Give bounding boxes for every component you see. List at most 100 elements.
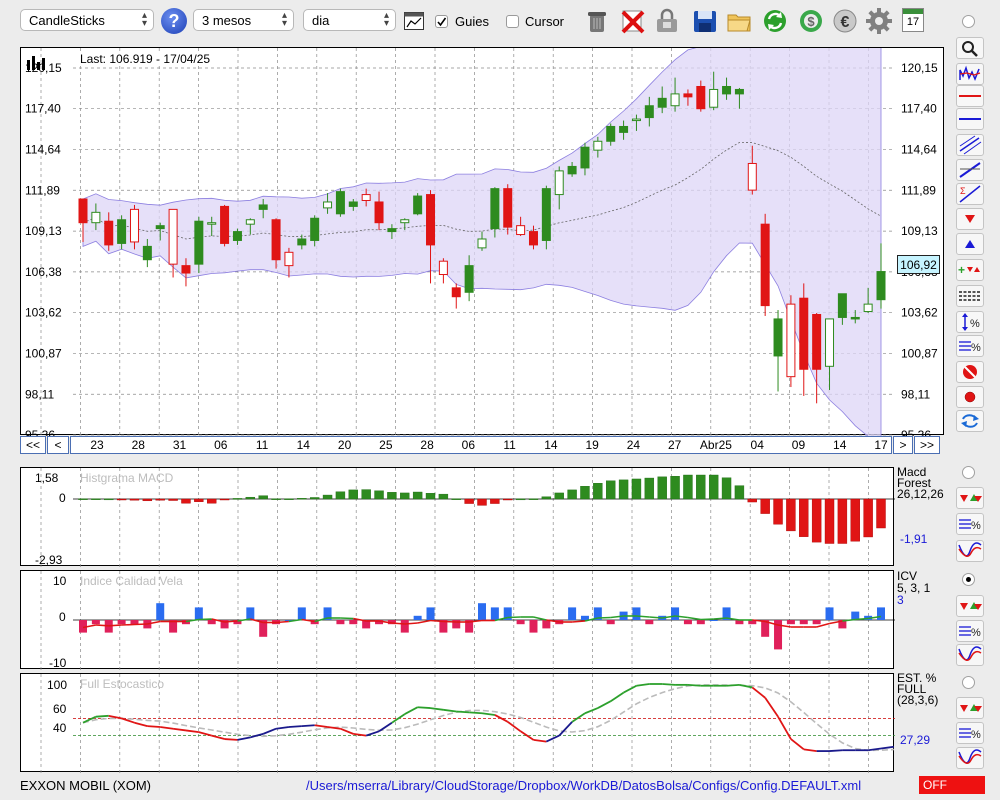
nav-last-button[interactable]: >> — [914, 436, 940, 454]
delete-icon[interactable] — [620, 7, 646, 35]
macd-bar — [567, 489, 577, 500]
levels-percent-icon[interactable]: % — [956, 513, 984, 535]
candle — [142, 238, 152, 268]
panel-radio-stochastic[interactable] — [962, 676, 975, 689]
icv-bar — [761, 620, 770, 637]
icv-chart — [40, 571, 895, 670]
levels-percent-icon[interactable]: % — [956, 722, 984, 744]
icv-bar — [683, 620, 692, 625]
move-up-down-icon[interactable] — [956, 697, 984, 719]
record-icon[interactable] — [956, 386, 984, 408]
icv-bar — [568, 607, 577, 620]
macd-name-line: 26,12,26 — [897, 487, 944, 501]
y-axis-label-left: 111,89 — [25, 183, 60, 197]
panel-radio-macd[interactable] — [962, 466, 975, 479]
cursor-checkbox[interactable] — [506, 15, 519, 28]
refresh-icon[interactable] — [762, 7, 788, 35]
percent-lines-icon[interactable]: % — [956, 335, 984, 357]
gear-icon[interactable] — [866, 7, 892, 35]
candle — [734, 87, 744, 109]
stoch-k-line — [456, 710, 470, 714]
chart-type-select[interactable]: CandleSticks ▴ ▾ — [20, 9, 154, 31]
folder-icon[interactable] — [726, 7, 752, 35]
trendline-icon[interactable] — [956, 159, 984, 181]
stoch-k-line — [134, 721, 148, 728]
price-chart-panel[interactable]: 120,15120,15117,40117,40114,64114,64111,… — [20, 47, 944, 436]
arrow-down-icon[interactable] — [956, 208, 984, 230]
stoch-k-line — [172, 727, 187, 732]
icv-bar — [619, 611, 628, 620]
config-path[interactable]: /Users/mserra/Library/CloudStorage/Dropb… — [306, 778, 862, 793]
stoch-k-line — [365, 730, 380, 737]
stoch-k-line — [790, 738, 805, 751]
dollar-refresh-icon[interactable]: $ — [798, 7, 824, 35]
calendar-icon[interactable]: 17 — [902, 8, 924, 32]
macd-panel[interactable]: Histgrama MACD 1,58 0 -2,93 — [20, 467, 895, 567]
icv-signal-line — [610, 615, 624, 619]
icv-bar — [774, 620, 783, 650]
icv-signal-line — [572, 620, 586, 623]
icv-bar — [297, 607, 306, 620]
macd-bar — [361, 489, 371, 500]
icv-bar — [91, 620, 100, 625]
hline-blue-icon[interactable] — [956, 108, 984, 130]
macd-bar — [657, 476, 667, 500]
swap-icon[interactable] — [956, 410, 984, 432]
oscillator-icon[interactable] — [956, 540, 984, 562]
stochastic-panel[interactable]: Full Estocastico 100 60 40 — [20, 673, 895, 773]
nav-next-button[interactable]: > — [893, 436, 913, 454]
nav-prev-button[interactable]: < — [47, 436, 69, 454]
icv-bar — [439, 620, 448, 633]
grid-icon[interactable] — [956, 285, 984, 307]
panel-radio-main[interactable] — [962, 15, 975, 28]
hline-red-icon[interactable] — [956, 85, 984, 107]
icv-panel[interactable]: Indice Calidad Vela 10 0 -10 — [20, 570, 895, 670]
y-axis-label-left: 100,87 — [25, 346, 62, 360]
euro-icon[interactable]: € — [832, 7, 858, 35]
chart-settings-icon[interactable] — [404, 12, 424, 30]
buy-sell-icon[interactable]: + — [956, 259, 984, 281]
fibonacci-icon[interactable]: Σ — [956, 183, 984, 205]
nav-first-button[interactable]: << — [20, 436, 46, 454]
macd-bar — [593, 483, 603, 500]
mode-indicator[interactable]: OFF — [919, 776, 985, 794]
guides-checkbox[interactable] — [435, 15, 448, 28]
icv-bar — [580, 615, 589, 620]
macd-bar — [425, 493, 436, 500]
candle — [606, 123, 616, 146]
macd-bar — [400, 492, 410, 500]
icv-bar — [671, 607, 680, 620]
stop-icon[interactable] — [956, 361, 984, 383]
date-label: 06 — [461, 438, 476, 452]
percent-icon[interactable]: % — [956, 311, 984, 333]
macd-bar — [374, 490, 384, 500]
zoom-icon[interactable] — [956, 37, 984, 59]
help-icon[interactable]: ? — [161, 8, 187, 34]
period-select[interactable]: 3 mesos ▴ ▾ — [193, 9, 294, 31]
channel-icon[interactable] — [956, 134, 984, 156]
panel-radio-icv[interactable] — [962, 573, 975, 586]
indicator-icon[interactable] — [956, 63, 984, 85]
oscillator-icon[interactable] — [956, 644, 984, 666]
levels-percent-icon[interactable]: % — [956, 620, 984, 642]
trash-icon[interactable] — [584, 7, 610, 35]
save-icon[interactable] — [692, 7, 718, 35]
oscillator-icon[interactable] — [956, 747, 984, 769]
chart-type-value: CandleSticks — [29, 13, 105, 28]
date-label: 31 — [172, 438, 187, 452]
candle — [438, 258, 448, 284]
arrow-up-icon[interactable] — [956, 233, 984, 255]
y-axis-label-right: 114,64 — [901, 143, 937, 157]
date-label: 14 — [296, 438, 310, 452]
date-axis[interactable]: 23 28 31 06 11 14 20 25 28 06 11 14 19 24 27 Abr25 04 09 1… — [70, 436, 892, 454]
lock-icon[interactable] — [654, 7, 680, 35]
macd-bar — [348, 489, 358, 500]
candle — [554, 166, 564, 210]
icv-signal-line — [378, 620, 393, 624]
macd-bar — [799, 498, 809, 537]
stoch-k-line — [636, 683, 650, 687]
move-up-down-icon[interactable] — [956, 487, 984, 509]
stoch-k-line — [353, 732, 367, 737]
interval-select[interactable]: dia ▴ ▾ — [303, 9, 396, 31]
move-up-down-icon[interactable] — [956, 595, 984, 617]
